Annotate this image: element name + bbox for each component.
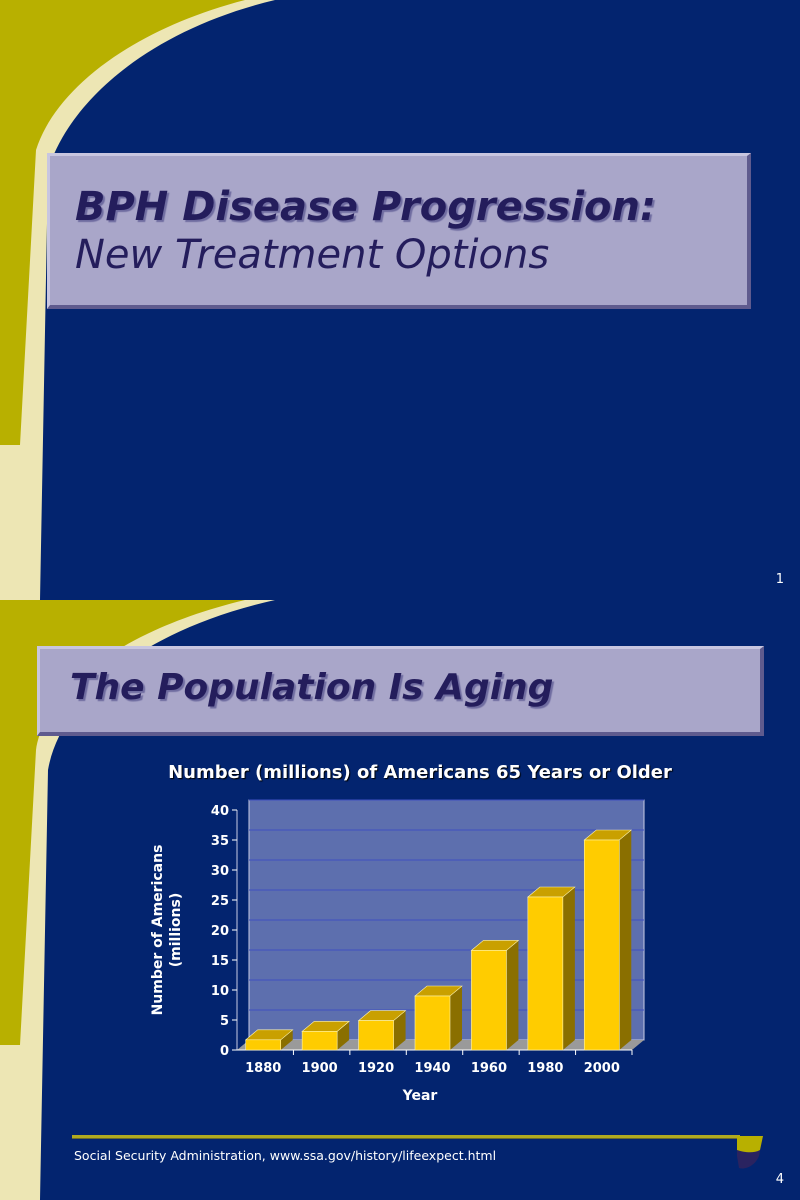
decorative-swoosh [0,0,275,600]
title-box: The Population Is Aging [37,646,764,736]
y-axis-label: (millions) [168,893,184,968]
bar-side [619,830,632,1050]
slide-1: BPH Disease Progression: New Treatment O… [0,0,784,600]
y-tick-label: 20 [211,924,229,939]
x-tick-label: 1920 [358,1061,394,1076]
x-tick-label: 1960 [471,1061,507,1076]
y-tick-label: 40 [211,804,229,819]
bar-side [280,1029,293,1050]
title-box: BPH Disease Progression: New Treatment O… [47,153,751,309]
y-tick-label: 25 [211,894,229,909]
slide-title: BPH Disease Progression: [75,184,656,230]
x-tick-label: 1980 [527,1061,563,1076]
bar-side [450,986,462,1050]
bar-side [393,1010,406,1050]
x-axis-label: Year [402,1088,438,1104]
y-tick-label: 0 [220,1044,229,1059]
x-tick-label: 1940 [414,1061,450,1076]
y-tick-label: 30 [211,864,229,879]
slide-subtitle: New Treatment Options [75,232,550,278]
bar-side [506,940,519,1050]
decorative-swoosh [0,600,275,1200]
y-tick-label: 15 [211,954,229,969]
footnote-source: Social Security Administration, www.ssa.… [74,1148,497,1163]
bar [301,1031,338,1051]
bar [414,995,451,1051]
y-axis-label: Number of Americans [150,845,166,1016]
bar-side [562,887,575,1050]
page-number: 4 [775,1172,784,1187]
slide-title: The Population Is Aging [70,667,554,708]
bar [245,1039,282,1051]
x-tick-label: 1900 [302,1061,338,1076]
bar [583,839,620,1051]
bar-side [337,1021,350,1050]
y-tick-label: 10 [211,984,229,999]
x-tick-label: 2000 [584,1061,620,1076]
footer-rule [72,1135,740,1139]
bar [471,950,507,1051]
page-number: 1 [775,572,784,587]
y-tick-label: 35 [211,834,229,849]
bar [527,896,564,1051]
logo-shield-icon [737,1136,763,1169]
y-tick-label: 5 [220,1014,229,1029]
bar-chart: 0 5 10 15 20 25 30 35 40 1880 1900 1920 1940 1960 1980… [150,799,645,1104]
chart-title: Number (millions) of Americans 65 Years … [168,762,672,783]
x-tick-label: 1880 [245,1061,281,1076]
bar [358,1020,394,1051]
